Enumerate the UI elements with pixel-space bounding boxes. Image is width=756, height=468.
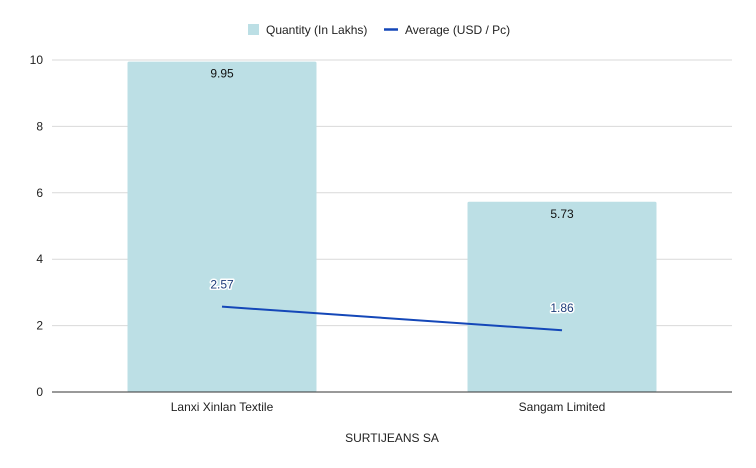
x-axis-ticks: Lanxi Xinlan Textile Sangam Limited xyxy=(171,400,606,414)
legend-label-average: Average (USD / Pc) xyxy=(405,23,510,37)
line-data-label: 1.86 xyxy=(550,301,574,315)
y-tick-label: 4 xyxy=(36,252,43,266)
y-tick-label: 10 xyxy=(30,53,44,67)
bar xyxy=(127,61,317,392)
legend: Quantity (In Lakhs) Average (USD / Pc) xyxy=(248,23,510,37)
bar-data-label: 5.73 xyxy=(550,207,574,221)
bars: 9.95 5.73 xyxy=(127,61,657,392)
legend-label-quantity: Quantity (In Lakhs) xyxy=(266,23,367,37)
line-data-label: 2.57 xyxy=(210,278,234,292)
y-tick-label: 0 xyxy=(36,385,43,399)
bar xyxy=(467,201,657,392)
y-axis-ticks: 0 2 4 6 8 10 xyxy=(30,53,44,399)
y-tick-label: 2 xyxy=(36,319,43,333)
bar-data-label: 9.95 xyxy=(210,67,234,81)
x-axis-title: SURTIJEANS SA xyxy=(345,431,439,445)
line-path xyxy=(221,305,563,332)
line-series-average: 2.57 1.86 xyxy=(209,276,576,332)
y-tick-label: 8 xyxy=(36,119,43,133)
y-tick-label: 6 xyxy=(36,186,43,200)
x-tick-label: Sangam Limited xyxy=(519,400,606,414)
legend-swatch-quantity xyxy=(248,24,259,35)
x-tick-label: Lanxi Xinlan Textile xyxy=(171,400,274,414)
